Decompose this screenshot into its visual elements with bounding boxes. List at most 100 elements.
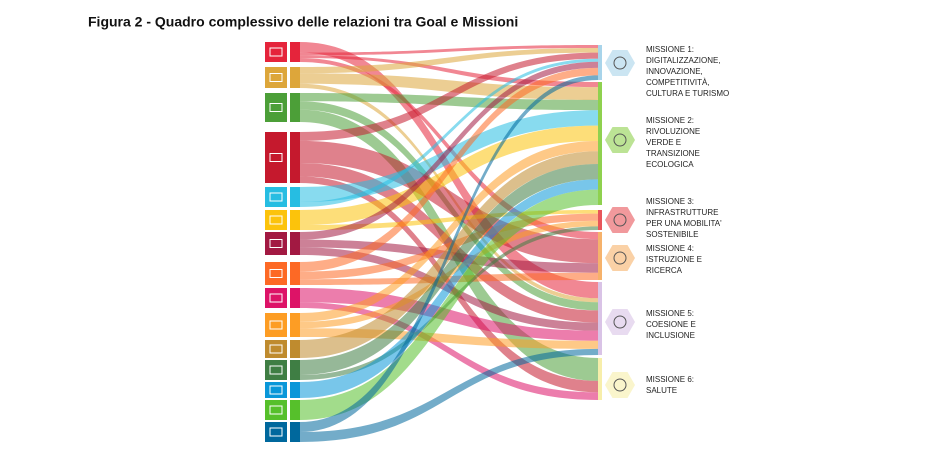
mission-label: INCLUSIONE	[646, 331, 695, 340]
mission-label: INFRASTRUTTURE	[646, 208, 718, 217]
mission-label: COESIONE E	[646, 320, 696, 329]
mission-label: MISSIONE 1:	[646, 45, 694, 54]
goal-node	[290, 400, 300, 420]
mission-icon	[605, 50, 635, 76]
mission-icon	[605, 245, 635, 271]
mission-label: MISSIONE 5:	[646, 309, 694, 318]
goal-icon-mark	[269, 365, 283, 375]
goal-icon-mark	[269, 320, 283, 330]
mission-node	[598, 82, 602, 205]
mission-label: COMPETITIVITÀ,	[646, 78, 710, 87]
mission-label: ECOLOGICA	[646, 160, 694, 169]
goal-node	[290, 313, 300, 337]
goal-icon	[265, 232, 287, 255]
goal-node	[290, 210, 300, 230]
goal-node	[290, 67, 300, 88]
flow-band	[300, 55, 598, 88]
goal-node	[290, 93, 300, 122]
mission-node	[598, 45, 602, 80]
goal-icon	[265, 210, 287, 230]
mission-node	[598, 210, 602, 230]
flow-band	[300, 189, 598, 420]
goal-icon	[265, 400, 287, 420]
goal-node	[290, 340, 300, 358]
goal-icon	[265, 313, 287, 337]
mission-label: RICERCA	[646, 266, 683, 275]
flow-band	[300, 75, 598, 432]
mission-icon	[605, 372, 635, 398]
goal-node	[290, 382, 300, 398]
mission-icon	[605, 127, 635, 153]
mission-label: SALUTE	[646, 386, 677, 395]
goal-icon	[265, 42, 287, 62]
mission-icon-mark	[613, 133, 627, 147]
mission-icon	[605, 207, 635, 233]
mission-icon	[605, 309, 635, 335]
figure-title: Figura 2 - Quadro complessivo delle rela…	[88, 14, 518, 30]
flow-band	[300, 58, 598, 208]
goal-icon-mark	[269, 344, 283, 354]
flow-band	[300, 164, 598, 375]
flow-band	[300, 52, 598, 141]
goal-icon-mark	[269, 153, 283, 162]
goal-icon-mark	[269, 405, 283, 415]
mission-label: CULTURA E TURISMO	[646, 89, 729, 98]
flow-band	[300, 48, 598, 74]
mission-label: PER UNA MOBILITA'	[646, 219, 722, 228]
mission-icon-mark	[613, 378, 627, 392]
mission-icon-mark	[613, 315, 627, 329]
flow-band	[300, 125, 598, 225]
goal-icon	[265, 288, 287, 308]
goal-icon-mark	[269, 103, 283, 112]
mission-label: MISSIONE 4:	[646, 244, 694, 253]
mission-label: DIGITALIZZAZIONE,	[646, 56, 721, 65]
mission-label: TRANSIZIONE	[646, 149, 700, 158]
mission-label: SOSTENIBILE	[646, 230, 698, 239]
goal-icon	[265, 340, 287, 358]
flow-band	[300, 179, 598, 398]
goal-node	[290, 232, 300, 255]
goal-node	[290, 42, 300, 62]
flow-band	[300, 93, 598, 111]
goal-icon	[265, 422, 287, 442]
goal-node	[290, 132, 300, 183]
goal-icon-mark	[269, 73, 283, 82]
nodes: MISSIONE 1: DIGITALIZZAZIONE, INNOVAZIONE,…	[265, 42, 729, 442]
goal-node	[290, 422, 300, 442]
goal-icon-mark	[269, 215, 283, 225]
goal-icon-mark	[269, 239, 283, 248]
mission-label: MISSIONE 3:	[646, 197, 694, 206]
goal-node	[290, 360, 300, 380]
flow-band	[300, 67, 598, 272]
mission-label: ISTRUZIONE E	[646, 255, 702, 264]
flow-band	[300, 45, 598, 56]
goal-node	[290, 187, 300, 207]
flows	[300, 42, 598, 442]
mission-node	[598, 232, 602, 280]
mission-icon-mark	[613, 213, 627, 227]
mission-node	[598, 358, 602, 400]
mission-label: MISSIONE 6:	[646, 375, 694, 384]
goal-icon	[265, 382, 287, 398]
goal-icon	[265, 67, 287, 88]
mission-label: RIVOLUZIONE	[646, 127, 700, 136]
goal-icon-mark	[269, 269, 283, 278]
flow-band	[300, 110, 598, 202]
goal-icon-mark	[269, 293, 283, 303]
flow-band	[300, 302, 598, 400]
goal-icon-mark	[269, 427, 283, 437]
goal-icon-mark	[269, 47, 283, 57]
goal-icon-mark	[269, 385, 283, 395]
flow-band	[300, 348, 598, 442]
flow-band	[300, 61, 598, 240]
mission-label: VERDE E	[646, 138, 681, 147]
flow-band	[300, 272, 598, 285]
mission-label: MISSIONE 2:	[646, 116, 694, 125]
mission-icon-mark	[613, 251, 627, 265]
goal-icon	[265, 262, 287, 285]
goal-icon	[265, 360, 287, 380]
goal-node	[290, 288, 300, 308]
mission-label: INNOVAZIONE,	[646, 67, 703, 76]
goal-icon-mark	[269, 192, 283, 202]
